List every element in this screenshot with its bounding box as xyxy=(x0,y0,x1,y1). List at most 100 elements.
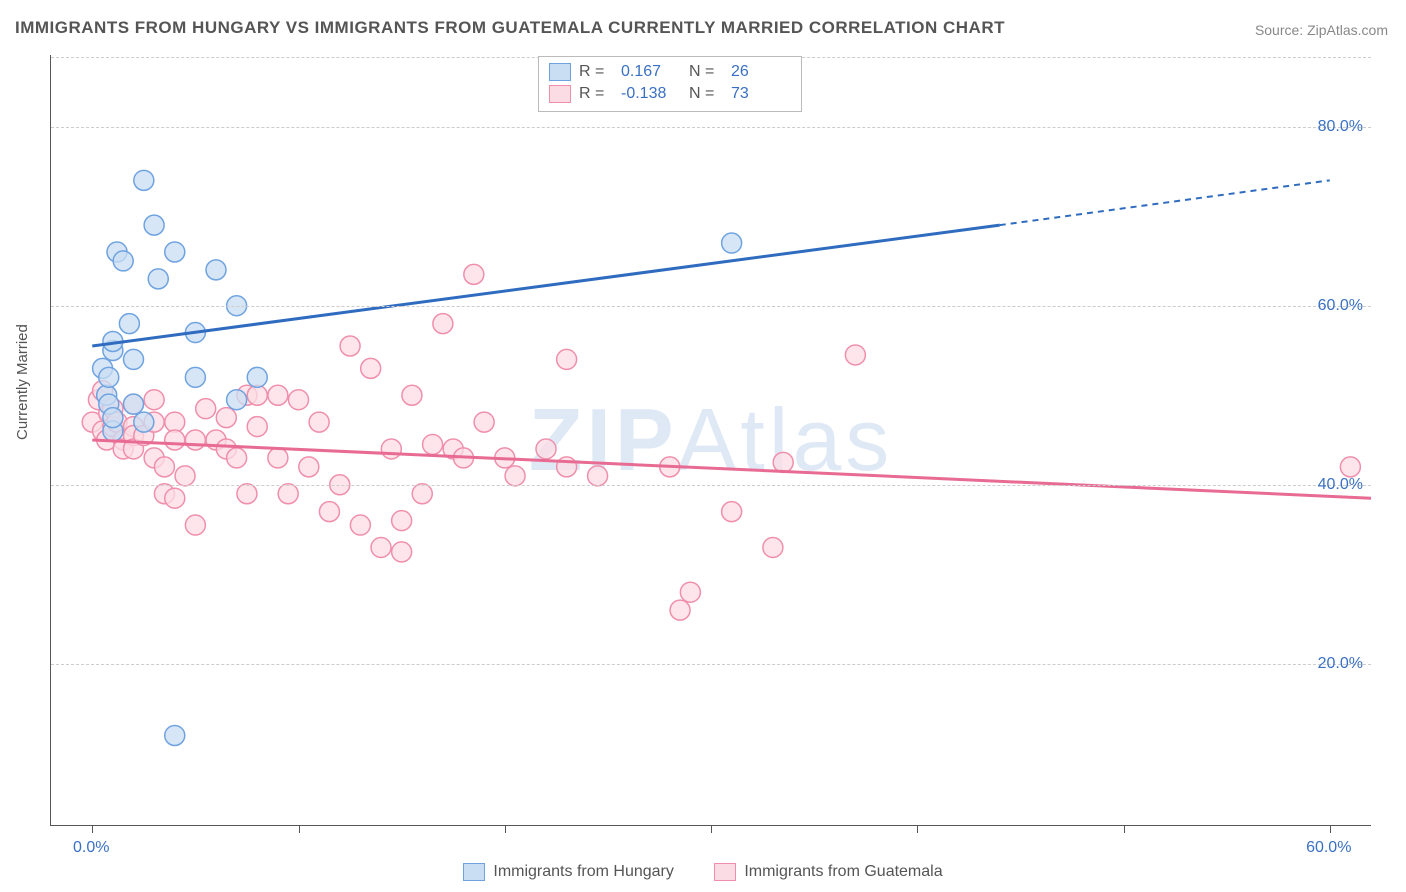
ytick-label: 80.0% xyxy=(1318,118,1363,136)
y-axis-label: Currently Married xyxy=(14,324,31,440)
legend-item-hungary: Immigrants from Hungary xyxy=(463,863,674,881)
guatemala-point xyxy=(165,412,185,432)
guatemala-point xyxy=(268,448,288,468)
guatemala-point xyxy=(588,466,608,486)
guatemala-point xyxy=(154,457,174,477)
guatemala-point xyxy=(1340,457,1360,477)
hungary-point xyxy=(124,394,144,414)
source-attribution: Source: ZipAtlas.com xyxy=(1255,22,1388,38)
swatch-guatemala xyxy=(549,85,571,103)
hungary-trendline-ext xyxy=(1000,180,1330,225)
hungary-point xyxy=(99,367,119,387)
guatemala-point xyxy=(763,537,783,557)
n-label: N = xyxy=(689,61,723,83)
ytick-label: 40.0% xyxy=(1318,476,1363,494)
guatemala-point xyxy=(381,439,401,459)
guatemala-n-value: 73 xyxy=(731,83,791,105)
guatemala-point xyxy=(412,484,432,504)
guatemala-point xyxy=(536,439,556,459)
hungary-point xyxy=(227,390,247,410)
hungary-point xyxy=(247,367,267,387)
corr-row-hungary: R = 0.167 N = 26 xyxy=(549,61,791,83)
guatemala-point xyxy=(680,582,700,602)
guatemala-point xyxy=(557,349,577,369)
chart-svg xyxy=(51,55,1371,825)
guatemala-point xyxy=(722,502,742,522)
guatemala-point xyxy=(773,452,793,472)
guatemala-point xyxy=(237,484,257,504)
hungary-point xyxy=(134,170,154,190)
plot-area: ZIPAtlas 20.0%40.0%60.0%80.0% xyxy=(50,55,1371,826)
gridline xyxy=(51,485,1371,486)
guatemala-point xyxy=(474,412,494,432)
hungary-r-value: 0.167 xyxy=(621,61,681,83)
hungary-point xyxy=(124,349,144,369)
xtick xyxy=(711,825,712,833)
series-legend: Immigrants from Hungary Immigrants from … xyxy=(0,863,1406,886)
gridline xyxy=(51,664,1371,665)
hungary-point xyxy=(144,215,164,235)
hungary-point xyxy=(722,233,742,253)
guatemala-point xyxy=(175,466,195,486)
guatemala-point xyxy=(299,457,319,477)
xtick xyxy=(92,825,93,833)
hungary-point xyxy=(148,269,168,289)
hungary-point xyxy=(185,367,205,387)
guatemala-point xyxy=(361,358,381,378)
hungary-point xyxy=(165,725,185,745)
guatemala-point xyxy=(216,408,236,428)
guatemala-point xyxy=(319,502,339,522)
gridline xyxy=(51,127,1371,128)
guatemala-point xyxy=(433,314,453,334)
xtick xyxy=(1330,825,1331,833)
guatemala-point xyxy=(392,511,412,531)
hungary-point xyxy=(206,260,226,280)
ytick-label: 60.0% xyxy=(1318,297,1363,315)
xtick xyxy=(299,825,300,833)
correlation-legend: R = 0.167 N = 26 R = -0.138 N = 73 xyxy=(538,56,802,112)
guatemala-point xyxy=(670,600,690,620)
xtick xyxy=(917,825,918,833)
guatemala-point xyxy=(165,488,185,508)
guatemala-point xyxy=(309,412,329,432)
guatemala-point xyxy=(185,515,205,535)
guatemala-point xyxy=(268,385,288,405)
hungary-n-value: 26 xyxy=(731,61,791,83)
hungary-point xyxy=(134,412,154,432)
swatch-guatemala-icon xyxy=(714,863,736,881)
chart-title: IMMIGRANTS FROM HUNGARY VS IMMIGRANTS FR… xyxy=(15,18,1005,38)
guatemala-point xyxy=(165,430,185,450)
guatemala-point xyxy=(392,542,412,562)
ytick-label: 20.0% xyxy=(1318,655,1363,673)
hungary-point xyxy=(103,408,123,428)
guatemala-r-value: -0.138 xyxy=(621,83,681,105)
guatemala-point xyxy=(464,264,484,284)
swatch-hungary xyxy=(549,63,571,81)
gridline xyxy=(51,306,1371,307)
guatemala-point xyxy=(227,448,247,468)
hungary-point xyxy=(119,314,139,334)
xtick-label: 60.0% xyxy=(1306,839,1351,857)
hungary-point xyxy=(113,251,133,271)
legend-label-guatemala: Immigrants from Guatemala xyxy=(744,863,942,881)
guatemala-point xyxy=(196,399,216,419)
guatemala-point xyxy=(185,430,205,450)
xtick-label: 0.0% xyxy=(73,839,109,857)
swatch-hungary-icon xyxy=(463,863,485,881)
guatemala-point xyxy=(350,515,370,535)
guatemala-point xyxy=(371,537,391,557)
guatemala-point xyxy=(278,484,298,504)
guatemala-point xyxy=(340,336,360,356)
xtick xyxy=(1124,825,1125,833)
guatemala-point xyxy=(144,390,164,410)
legend-label-hungary: Immigrants from Hungary xyxy=(493,863,674,881)
n-label: N = xyxy=(689,83,723,105)
guatemala-point xyxy=(289,390,309,410)
hungary-point xyxy=(165,242,185,262)
guatemala-point xyxy=(247,417,267,437)
guatemala-point xyxy=(402,385,422,405)
corr-row-guatemala: R = -0.138 N = 73 xyxy=(549,83,791,105)
guatemala-point xyxy=(845,345,865,365)
r-label: R = xyxy=(579,83,613,105)
guatemala-point xyxy=(505,466,525,486)
